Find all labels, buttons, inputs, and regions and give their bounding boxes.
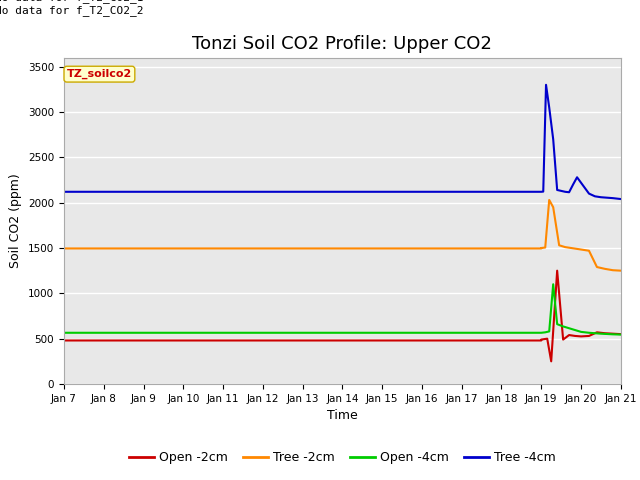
Line: Open -2cm: Open -2cm [64, 271, 621, 361]
Tree -4cm [617, 196, 625, 202]
Tree -4cm [503, 189, 511, 195]
Legend: Open -2cm, Tree -2cm, Open -4cm, Tree -4cm: Open -2cm, Tree -2cm, Open -4cm, Tree -4… [124, 446, 561, 469]
Tree -4cm [542, 82, 550, 88]
Tree -4cm [138, 189, 145, 195]
Tree -4cm [140, 189, 148, 195]
Open -2cm [617, 331, 625, 337]
Open -4cm [521, 330, 529, 336]
Tree -4cm [60, 189, 68, 195]
Tree -2cm [433, 246, 441, 252]
Open -4cm [451, 330, 459, 336]
Tree -2cm [617, 268, 625, 274]
Title: Tonzi Soil CO2 Profile: Upper CO2: Tonzi Soil CO2 Profile: Upper CO2 [193, 35, 492, 53]
Line: Tree -2cm: Tree -2cm [64, 200, 621, 271]
Tree -2cm [320, 246, 328, 252]
Tree -2cm [204, 246, 211, 252]
Open -4cm [617, 332, 625, 337]
Open -2cm [451, 337, 459, 343]
Line: Tree -4cm: Tree -4cm [64, 85, 621, 199]
Text: TZ_soilco2: TZ_soilco2 [67, 69, 132, 79]
Open -2cm [60, 337, 68, 343]
Open -4cm [348, 330, 355, 336]
Open -2cm [397, 337, 405, 343]
Open -4cm [397, 330, 405, 336]
Tree -4cm [479, 189, 486, 195]
Tree -2cm [275, 246, 282, 252]
Open -2cm [110, 337, 118, 343]
Line: Open -4cm: Open -4cm [64, 284, 621, 335]
X-axis label: Time: Time [327, 409, 358, 422]
Y-axis label: Soil CO2 (ppm): Soil CO2 (ppm) [10, 173, 22, 268]
Open -4cm [173, 330, 180, 336]
Open -2cm [348, 337, 355, 343]
Open -4cm [110, 330, 118, 336]
Tree -2cm [516, 246, 524, 252]
Tree -2cm [438, 246, 446, 252]
Tree -2cm [545, 197, 553, 203]
Tree -2cm [60, 246, 68, 252]
Open -2cm [547, 359, 555, 364]
Tree -4cm [234, 189, 241, 195]
Text: No data for f_T2_CO2_1
No data for f_T2_CO2_2: No data for f_T2_CO2_1 No data for f_T2_… [0, 0, 143, 16]
Tree -4cm [443, 189, 451, 195]
Open -2cm [554, 268, 561, 274]
Open -4cm [60, 330, 68, 336]
Open -4cm [549, 281, 557, 287]
Open -2cm [173, 337, 180, 343]
Open -2cm [521, 337, 529, 343]
